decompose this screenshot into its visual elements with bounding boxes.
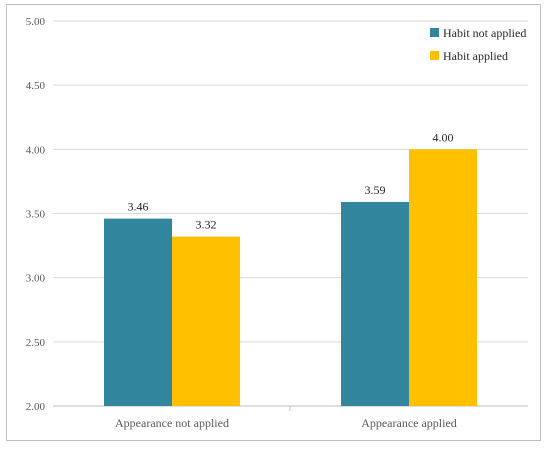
y-tick-label: 3.00 — [26, 273, 46, 285]
data-label: 3.32 — [196, 218, 217, 232]
bar — [341, 201, 409, 406]
bar — [172, 236, 240, 406]
y-tick-label: 2.50 — [26, 337, 46, 349]
y-tick-label: 3.50 — [26, 209, 46, 221]
bar — [104, 218, 172, 406]
bar — [409, 149, 477, 407]
legend-swatch — [430, 51, 439, 60]
data-label: 3.46 — [128, 200, 149, 214]
y-tick-label: 4.00 — [26, 144, 46, 156]
y-tick-label: 4.50 — [26, 80, 46, 92]
x-tick-label: Appearance not applied — [115, 416, 229, 430]
data-label: 3.59 — [365, 183, 386, 197]
x-tick-label: Appearance applied — [361, 416, 457, 430]
legend-label: Habit applied — [443, 49, 508, 63]
y-tick-label: 2.00 — [26, 401, 46, 413]
y-tick-label: 5.00 — [26, 16, 46, 28]
legend-label: Habit not applied — [443, 26, 526, 40]
legend-swatch — [430, 28, 439, 37]
data-label: 4.00 — [433, 130, 454, 144]
